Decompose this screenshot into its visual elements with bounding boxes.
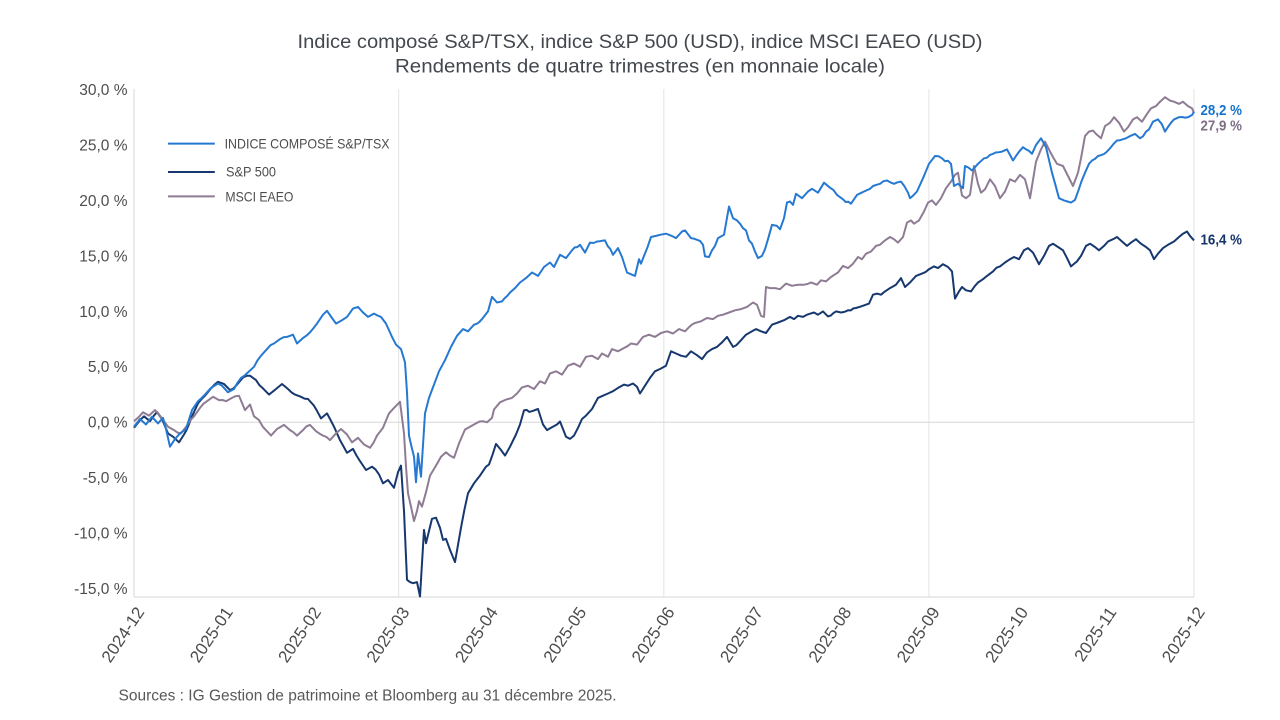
svg-text:25,0 %: 25,0 % <box>79 137 127 154</box>
svg-text:INDICE COMPOSÉ S&P/TSX: INDICE COMPOSÉ S&P/TSX <box>225 136 391 152</box>
svg-text:30,0 %: 30,0 % <box>79 82 127 99</box>
svg-text:-15,0 %: -15,0 % <box>74 581 128 598</box>
svg-text:10,0 %: 10,0 % <box>79 304 127 321</box>
svg-text:Sources : IG Gestion de patrim: Sources : IG Gestion de patrimoine et Bl… <box>119 688 617 705</box>
svg-text:Rendements de quatre trimestre: Rendements de quatre trimestres (en monn… <box>395 55 885 77</box>
svg-text:-5,0 %: -5,0 % <box>83 470 128 487</box>
svg-text:0,0 %: 0,0 % <box>88 415 128 432</box>
svg-text:16,4 %: 16,4 % <box>1201 233 1243 249</box>
svg-text:20,0 %: 20,0 % <box>79 193 127 210</box>
svg-text:28,2 %: 28,2 % <box>1201 103 1243 119</box>
svg-text:MSCI EAEO: MSCI EAEO <box>225 188 293 204</box>
svg-text:15,0 %: 15,0 % <box>79 248 127 265</box>
svg-text:27,9 %: 27,9 % <box>1201 119 1243 135</box>
svg-text:-10,0 %: -10,0 % <box>74 526 128 543</box>
svg-text:S&P 500: S&P 500 <box>226 164 276 180</box>
svg-text:5,0 %: 5,0 % <box>88 359 128 376</box>
svg-text:Indice composé S&P/TSX, indice: Indice composé S&P/TSX, indice S&P 500 (… <box>298 31 983 53</box>
